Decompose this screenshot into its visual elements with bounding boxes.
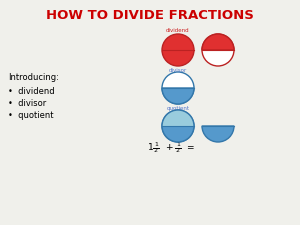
- Text: Introducing:: Introducing:: [8, 73, 59, 82]
- Text: quotient: quotient: [167, 106, 190, 111]
- Text: 1: 1: [176, 142, 180, 148]
- Text: 1: 1: [148, 144, 154, 153]
- Circle shape: [162, 72, 194, 104]
- Text: 2: 2: [154, 148, 158, 153]
- Text: •  dividend: • dividend: [8, 87, 55, 96]
- Text: •  quotient: • quotient: [8, 111, 53, 120]
- Wedge shape: [202, 34, 234, 50]
- Circle shape: [162, 110, 194, 142]
- Text: 2: 2: [176, 148, 180, 153]
- Text: divisor: divisor: [169, 68, 187, 73]
- Text: +: +: [165, 144, 172, 153]
- Text: 1: 1: [154, 142, 158, 148]
- Circle shape: [202, 34, 234, 66]
- Text: =: =: [186, 144, 194, 153]
- Wedge shape: [162, 126, 194, 142]
- Text: •  divisor: • divisor: [8, 99, 46, 108]
- Text: HOW TO DIVIDE FRACTIONS: HOW TO DIVIDE FRACTIONS: [46, 9, 254, 22]
- Circle shape: [162, 34, 194, 66]
- Text: dividend: dividend: [166, 28, 190, 33]
- Wedge shape: [162, 88, 194, 104]
- Wedge shape: [162, 110, 194, 126]
- Wedge shape: [202, 126, 234, 142]
